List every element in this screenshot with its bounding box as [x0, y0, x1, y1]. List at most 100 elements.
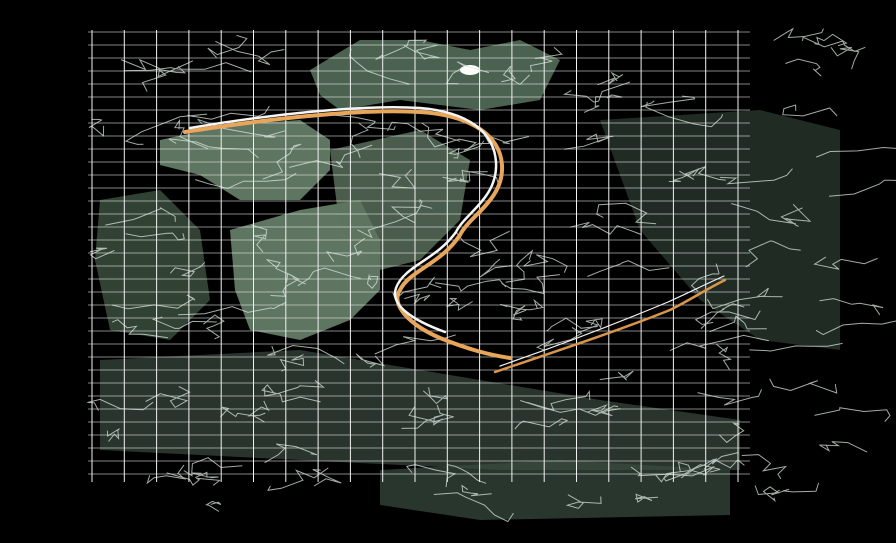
grid — [88, 30, 750, 482]
contour-line — [146, 464, 187, 485]
contour-line — [514, 418, 569, 430]
terrain-patch — [330, 130, 470, 270]
contour-line — [749, 342, 843, 352]
contour-line — [816, 146, 896, 158]
contour-line — [690, 263, 720, 292]
contour-line — [151, 316, 217, 329]
contour-line — [124, 113, 208, 145]
contour-line — [191, 471, 219, 479]
contour-line — [390, 199, 423, 223]
river-channel — [188, 105, 498, 334]
contour-line — [479, 258, 512, 278]
contour-line — [828, 179, 896, 197]
contour-line — [813, 256, 878, 270]
contour-line — [562, 81, 631, 103]
contour-line — [375, 39, 428, 61]
contour-line — [715, 343, 733, 370]
contour-line — [719, 168, 793, 185]
contour-line — [187, 105, 270, 120]
contour-line — [587, 260, 670, 277]
contour-line — [819, 441, 868, 453]
contour-line — [576, 318, 603, 334]
contour-line — [197, 118, 286, 138]
contour-line — [264, 443, 318, 464]
contour-line — [401, 414, 444, 429]
contour-line — [87, 398, 154, 411]
terrain-patch — [100, 350, 740, 470]
contour-line — [220, 406, 265, 423]
contour-line — [771, 482, 820, 496]
contour-line — [512, 305, 527, 321]
contour-line — [111, 319, 169, 339]
contour-line — [120, 58, 194, 78]
contour-line — [357, 204, 433, 239]
contour-line — [297, 267, 361, 287]
contour-line — [105, 207, 176, 226]
contour-line — [435, 279, 507, 292]
contour-line — [564, 133, 614, 150]
contour-line — [694, 310, 761, 326]
contour-line — [262, 143, 302, 180]
contour-line — [741, 454, 788, 480]
contour-line — [500, 298, 544, 311]
contour-line — [261, 384, 321, 403]
contour-line — [178, 301, 287, 316]
contour-line — [124, 62, 252, 73]
contour-line — [718, 422, 745, 444]
contour-line — [745, 240, 801, 268]
contour-line — [203, 314, 225, 340]
contour-line — [669, 334, 770, 352]
contour-line — [668, 168, 700, 182]
contour-line — [387, 121, 461, 142]
contour-line — [784, 204, 812, 227]
pond — [460, 65, 480, 75]
contour-line — [374, 334, 456, 355]
contour-line — [404, 293, 431, 305]
contour-line — [267, 467, 329, 491]
contour-line — [433, 492, 514, 523]
contour-line — [731, 203, 803, 225]
terrain-patch — [160, 120, 330, 200]
river — [183, 105, 727, 374]
contour-line — [205, 500, 222, 512]
contour-line — [819, 298, 884, 316]
canal — [493, 278, 727, 374]
contour-line — [325, 237, 366, 262]
river-bank — [183, 109, 512, 360]
contour-line — [785, 58, 822, 77]
contour-line — [89, 247, 115, 260]
contour-line — [565, 494, 602, 509]
contour-line — [267, 344, 345, 365]
contour-line — [125, 232, 185, 241]
contour-line — [215, 40, 285, 66]
contour-line — [111, 294, 196, 310]
terrain-patch — [310, 40, 560, 110]
contour-line — [700, 303, 745, 330]
contour-line — [461, 484, 492, 497]
contour-line — [408, 404, 454, 423]
contour-line — [697, 389, 763, 406]
contour-line — [597, 71, 624, 86]
contour-line — [173, 118, 209, 150]
contour-line — [569, 221, 642, 236]
canal-edge — [499, 275, 725, 367]
contour-line — [366, 273, 379, 289]
contour-line — [815, 320, 896, 336]
contour-line — [456, 230, 510, 258]
contour-line — [145, 386, 191, 409]
contour-line — [207, 34, 248, 58]
contour-line — [706, 287, 783, 310]
contour-line — [634, 493, 659, 503]
contour-line — [754, 485, 780, 503]
contour-line — [773, 27, 824, 41]
contour-line — [166, 472, 221, 486]
contour-line — [814, 407, 891, 422]
contour-line — [709, 315, 767, 333]
contour-line — [312, 469, 342, 487]
contour-line — [782, 104, 838, 117]
terrain-patch — [600, 110, 840, 350]
contour-line — [769, 378, 838, 394]
contour-line — [169, 261, 206, 277]
